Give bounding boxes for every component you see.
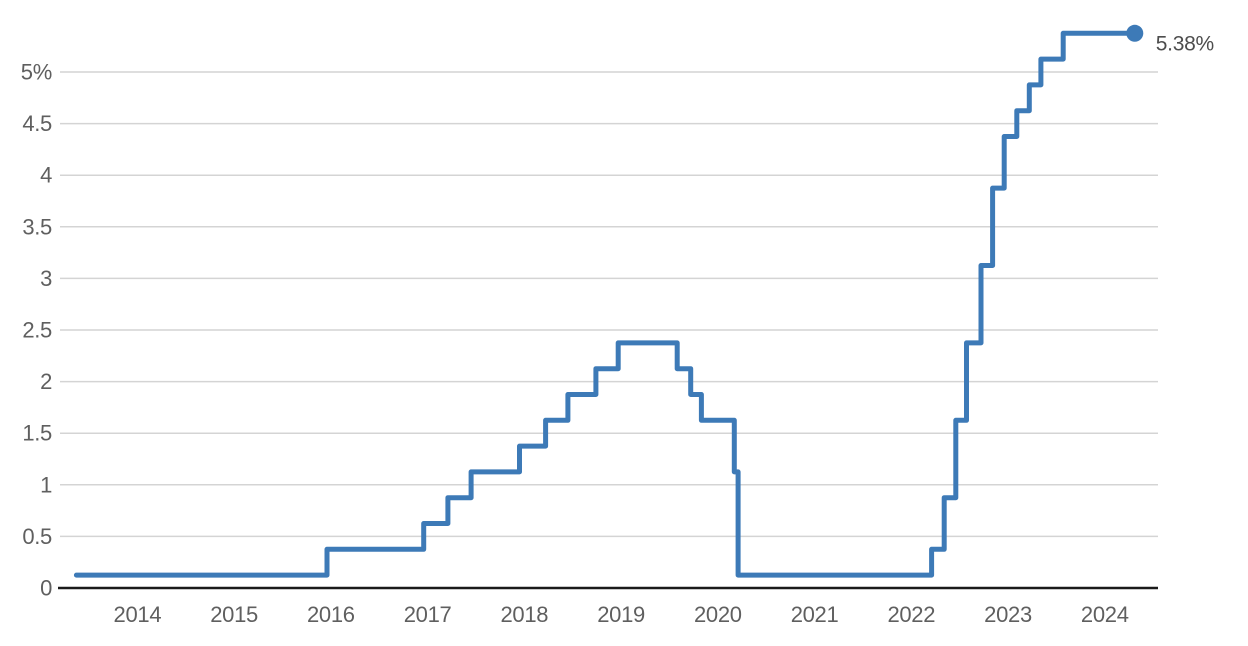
y-tick-label: 0: [40, 576, 52, 601]
y-tick-label: 4.5: [22, 111, 52, 136]
tick-labels-group: 0 0.5 1 1.5 2 2.5 3 3.5 4 4.5 5% 2014 2015 2016 2017 20…: [21, 60, 1129, 628]
x-tick-label: 2016: [307, 602, 355, 627]
y-tick-label: 5%: [21, 60, 52, 85]
x-tick-label: 2022: [887, 602, 935, 627]
end-dot: [1126, 24, 1144, 42]
y-tick-label: 1.5: [22, 421, 52, 446]
x-tick-label: 2017: [404, 602, 452, 627]
rate-step-line: [73, 30, 1138, 578]
x-tick-label: 2019: [597, 602, 645, 627]
y-tick-label: 1: [40, 472, 52, 497]
y-tick-label: 2.5: [22, 318, 52, 343]
gridlines-group: [60, 71, 1158, 538]
y-tick-label: 3: [40, 266, 52, 291]
y-tick-label: 0.5: [22, 524, 52, 549]
series-group: 5.38%: [73, 24, 1214, 578]
x-tick-label: 2023: [984, 602, 1032, 627]
x-tick-label: 2020: [694, 602, 742, 627]
y-tick-label: 4: [40, 163, 52, 188]
x-tick-label: 2014: [114, 602, 162, 627]
x-tick-label: 2024: [1081, 602, 1129, 627]
y-tick-label: 3.5: [22, 214, 52, 239]
x-tick-label: 2015: [210, 602, 258, 627]
end-value-label: 5.38%: [1156, 32, 1214, 55]
x-tick-label: 2021: [791, 602, 839, 627]
y-tick-label: 2: [40, 369, 52, 394]
x-tick-label: 2018: [500, 602, 548, 627]
